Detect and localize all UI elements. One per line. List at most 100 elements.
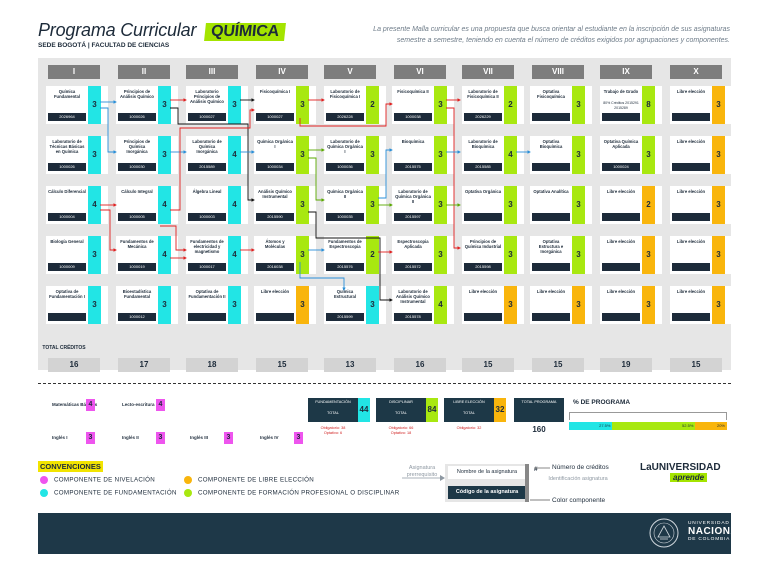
semester-total: 15: [256, 358, 308, 372]
summary-title: LIBRE ELECCIÓN: [453, 400, 485, 404]
course-name: Fundamentos de Espectroscopia: [328, 239, 362, 250]
leveling-course: Inglés III 3: [186, 430, 236, 446]
course-code-empty: [672, 263, 710, 271]
course-code: 2015572: [394, 263, 432, 271]
course-card: Química Estructural 2015599 3: [324, 286, 386, 324]
course-credits: 3: [88, 136, 101, 174]
summary-box: LIBRE ELECCIÓN TOTAL 32 Obligatorio: 32: [444, 398, 506, 444]
course-name: Libre elección: [676, 239, 706, 244]
course-name: Optativa Orgánica: [464, 189, 502, 194]
course-credits: 4: [158, 186, 171, 224]
course-name: Fundamentos de electricidad y magnetismo: [190, 239, 224, 255]
course-card: Química Fundamental 2026964 3: [46, 86, 108, 124]
summary-breakdown: Obligatorio: 66 Optativo: 18: [376, 422, 426, 440]
fundamentacion-dot: [40, 489, 48, 497]
summary-breakdown: Obligatorio: 38 Optativo: 6: [308, 422, 358, 440]
university-seal-icon: [649, 518, 679, 548]
course-code: 1000027: [188, 113, 226, 121]
course-code: 2015575: [394, 163, 432, 171]
course-card: Fundamentos de Mecánica 1000019 4: [116, 236, 178, 274]
course-card: Optativa de Fundamentación II 3: [186, 286, 248, 324]
course-code: 1000017: [188, 263, 226, 271]
course-credits: 4: [504, 136, 517, 174]
summary-sub: TOTAL: [463, 411, 475, 415]
course-credits: 3: [88, 236, 101, 274]
total-credits-label: TOTAL CRÉDITOS: [42, 345, 86, 351]
course-code-empty: [464, 213, 502, 221]
course-code: 2015576: [326, 263, 364, 271]
course-credits: 3: [296, 86, 309, 124]
program-title: Programa Curricular: [38, 20, 197, 40]
course-name: Análisis Químico Instrumental: [258, 189, 292, 200]
leveling-course: Matemáticas Básicas 4: [48, 397, 98, 413]
leveling-course: Lecto-escritura 4: [118, 397, 168, 413]
course-card: Laboratorio de Técnicas Básicas en Quími…: [46, 136, 108, 174]
course-credits: 3: [296, 286, 309, 324]
course-name: Cálculo Integral: [121, 189, 153, 194]
course-name: Laboratorio de Fisicoquímica I: [329, 89, 361, 100]
course-code-empty: [672, 113, 710, 121]
course-code: 1000027: [256, 113, 294, 121]
course-name: Libre elección: [676, 89, 706, 94]
course-card: Laboratorio de Bioquímica 2015585 4: [462, 136, 524, 174]
course-card: Libre elección 3: [530, 286, 592, 324]
page-title: Programa Curricular QUÍMICA: [38, 20, 286, 41]
course-name: Libre elección: [606, 189, 636, 194]
course-credits: 3: [504, 236, 517, 274]
course-code: 1000035: [326, 213, 364, 221]
course-name: Optativa Química Aplicada: [603, 139, 639, 150]
course-code: 1000004: [48, 213, 86, 221]
semester-total: 15: [670, 358, 722, 372]
course-card: Libre elección 3: [670, 236, 732, 274]
course-card: Química Orgánica I 1000034 3: [254, 136, 316, 174]
leveling-course-credits: 3: [294, 432, 303, 444]
leveling-course-credits: 4: [86, 399, 95, 411]
course-code: 2026228: [326, 113, 364, 121]
course-name: Libre elección: [260, 289, 290, 294]
summary-optativo: Optativo: 18: [390, 431, 412, 435]
course-name: Optativa de Fundamentación II: [188, 289, 226, 300]
page-description: La presente Malla curricular es una prop…: [370, 24, 730, 46]
leveling-course-name: Matemáticas Básicas: [52, 402, 98, 407]
course-name: Química Orgánica II: [327, 189, 363, 200]
course-card: Principios de Química Inorgánica 1000030 3: [116, 136, 178, 174]
course-code-empty: [602, 263, 640, 271]
course-credits: 3: [572, 186, 585, 224]
course-credits: 3: [434, 186, 447, 224]
course-card: Libre elección 3: [670, 186, 732, 224]
course-name: Libre elección: [676, 289, 706, 294]
leveling-course-credits: 3: [224, 432, 233, 444]
legend-hash: #: [534, 466, 538, 473]
course-card: Cálculo Integral 1000005 4: [116, 186, 178, 224]
program-name: QUÍMICA: [204, 23, 286, 41]
percent-bracket: [569, 412, 727, 420]
course-credits: 4: [88, 186, 101, 224]
course-code-empty: [48, 313, 86, 321]
course-name: Laboratorio de Química Inorgánica: [192, 139, 222, 155]
course-credits: 3: [434, 236, 447, 274]
course-card: Espectroscopia Aplicada 2015572 3: [392, 236, 454, 274]
percent-bar: 27.5% 52.5% 20%: [569, 422, 727, 430]
course-code-empty: [256, 313, 294, 321]
semester-header: VI: [394, 65, 446, 79]
footer-bar: UNIVERSIDAD NACIONAL DE COLOMBIA: [38, 513, 744, 554]
semester-header: II: [118, 65, 170, 79]
course-code: 2016038: [256, 263, 294, 271]
summary-title: DISCIPLINAR: [389, 400, 413, 404]
course-card: Laboratorio de Fisicoquímica I 2026228 2: [324, 86, 386, 124]
course-name: Optativa de Fundamentación I: [49, 289, 85, 300]
course-credits: 3: [228, 286, 241, 324]
course-code-empty: [672, 163, 710, 171]
course-code: 1000009: [48, 263, 86, 271]
course-card: Laboratorio de Química Orgánica II 201559…: [392, 186, 454, 224]
course-name: Libre elección: [468, 289, 498, 294]
course-code: 1000005: [118, 213, 156, 221]
footer-line-2: NACIONAL: [688, 526, 745, 537]
semester-header: IV: [256, 65, 308, 79]
course-name: Fisicoquímica I: [259, 89, 291, 94]
course-code: 2015597: [394, 213, 432, 221]
course-code-empty: [672, 313, 710, 321]
brand-main: LaUNIVERSIDAD: [640, 462, 721, 473]
course-credits: 3: [504, 286, 517, 324]
section-divider: [38, 383, 731, 384]
